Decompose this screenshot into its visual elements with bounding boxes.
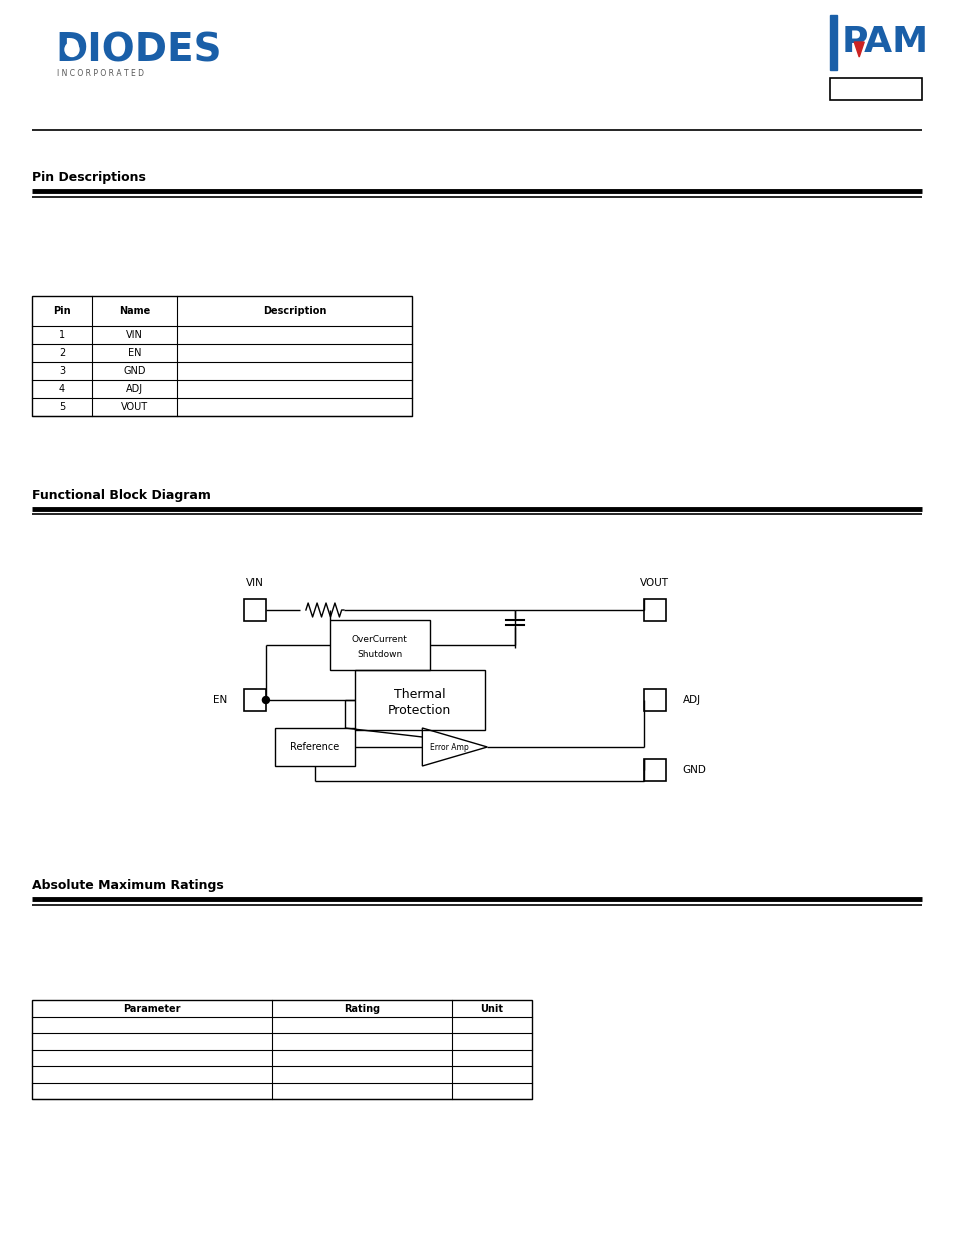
- Bar: [355, 671, 484, 730]
- Bar: [244, 689, 266, 711]
- Text: Thermal: Thermal: [394, 688, 445, 700]
- Bar: [274, 727, 355, 766]
- Bar: [330, 620, 430, 671]
- Text: Pin Descriptions: Pin Descriptions: [32, 172, 146, 184]
- Bar: [643, 760, 665, 781]
- Text: Protection: Protection: [388, 704, 451, 716]
- Polygon shape: [853, 42, 863, 57]
- Text: ADJ: ADJ: [126, 384, 143, 394]
- Text: Name: Name: [119, 306, 150, 316]
- Text: Pin: Pin: [53, 306, 71, 316]
- Bar: [32, 296, 412, 416]
- Text: Parameter: Parameter: [123, 1004, 180, 1014]
- Text: 1: 1: [59, 331, 65, 341]
- Text: OverCurrent: OverCurrent: [352, 635, 407, 643]
- Text: GND: GND: [682, 764, 706, 776]
- Text: VOUT: VOUT: [121, 403, 148, 412]
- Text: 2: 2: [59, 348, 65, 358]
- Text: PAM: PAM: [841, 25, 928, 59]
- Text: Error Amp: Error Amp: [430, 742, 469, 752]
- Bar: [244, 599, 266, 621]
- Bar: [643, 689, 665, 711]
- Text: DIODES: DIODES: [55, 31, 221, 69]
- Text: GND: GND: [123, 367, 146, 377]
- Circle shape: [262, 697, 269, 704]
- Text: Unit: Unit: [479, 1004, 503, 1014]
- Circle shape: [65, 42, 79, 57]
- Bar: [32, 1000, 531, 1099]
- Text: EN: EN: [213, 695, 227, 705]
- Text: 3: 3: [59, 367, 65, 377]
- Text: ADJ: ADJ: [682, 695, 700, 705]
- Bar: [643, 599, 665, 621]
- Text: 5: 5: [59, 403, 65, 412]
- Text: VIN: VIN: [246, 578, 264, 588]
- Text: 4: 4: [59, 384, 65, 394]
- Text: Description: Description: [262, 306, 326, 316]
- Text: Shutdown: Shutdown: [356, 651, 402, 659]
- Text: Functional Block Diagram: Functional Block Diagram: [32, 489, 211, 501]
- Bar: [829, 78, 921, 100]
- Text: EN: EN: [128, 348, 141, 358]
- Text: VOUT: VOUT: [639, 578, 669, 588]
- Text: I N C O R P O R A T E D: I N C O R P O R A T E D: [57, 68, 144, 78]
- Text: Reference: Reference: [290, 742, 339, 752]
- Text: Rating: Rating: [343, 1004, 379, 1014]
- Bar: [829, 15, 836, 70]
- Text: VIN: VIN: [126, 331, 143, 341]
- Text: Absolute Maximum Ratings: Absolute Maximum Ratings: [32, 879, 224, 892]
